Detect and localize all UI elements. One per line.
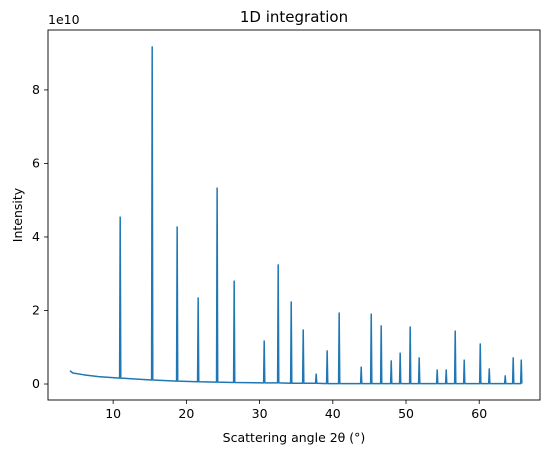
y-tick-label: 4 (32, 229, 40, 244)
x-axis-label: Scattering angle 2θ (°) (223, 430, 366, 445)
x-tick-label: 60 (471, 406, 487, 421)
data-line (69, 46, 523, 385)
y-tick-label: 2 (32, 302, 40, 317)
y-tick-label: 8 (32, 82, 40, 97)
x-tick-label: 40 (325, 406, 341, 421)
x-tick-label: 10 (105, 406, 121, 421)
chart-title: 1D integration (240, 8, 348, 26)
y-tick-label: 6 (32, 155, 40, 170)
y-axis-label: Intensity (10, 187, 25, 242)
y-offset-label: 1e10 (48, 12, 80, 27)
x-tick-label: 20 (178, 406, 194, 421)
plot-frame (47, 29, 541, 401)
x-tick-label: 30 (252, 406, 268, 421)
y-tick-label: 0 (32, 376, 40, 391)
x-tick-label: 50 (398, 406, 414, 421)
